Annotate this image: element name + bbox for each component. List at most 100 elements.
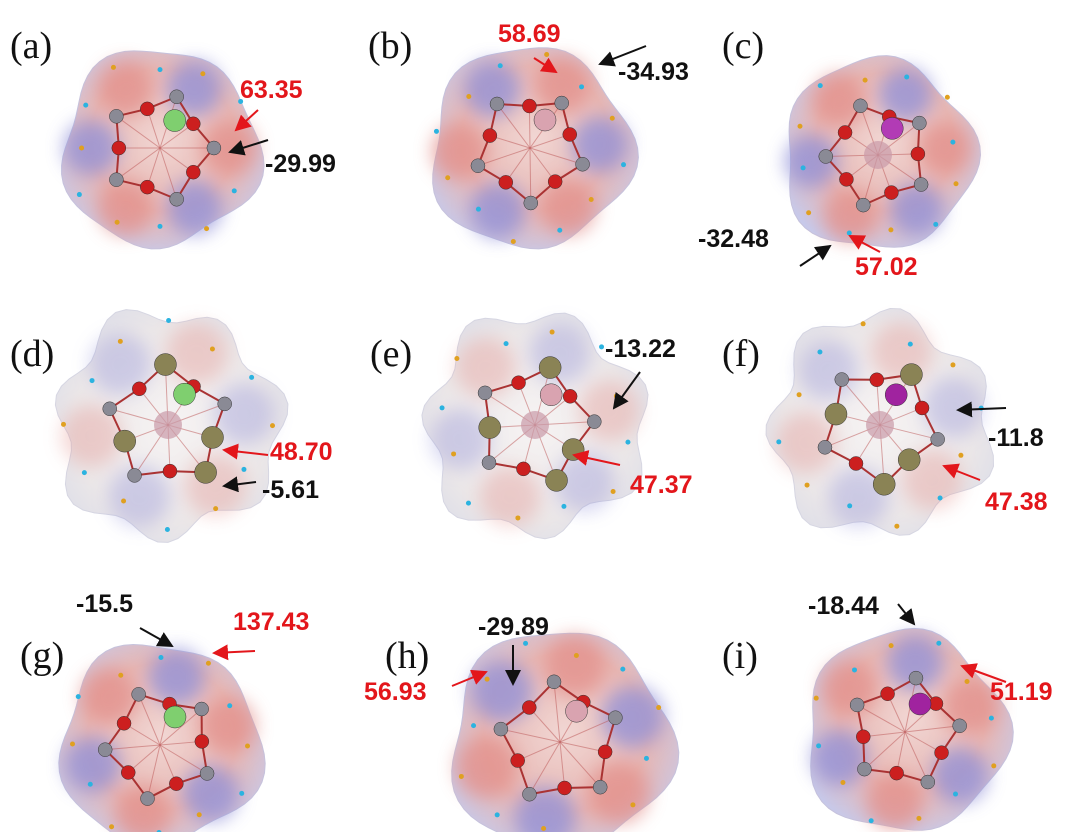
min-value: -29.89: [478, 613, 549, 641]
extremum-point: [466, 94, 471, 99]
extremum-point: [454, 356, 459, 361]
atom: [471, 159, 485, 173]
extremum-point: [515, 515, 520, 520]
shade: [579, 381, 639, 441]
core: [154, 411, 182, 439]
shade: [918, 122, 971, 175]
extremum-point: [797, 124, 802, 129]
atom: [499, 175, 513, 189]
panel-label: (i): [722, 635, 758, 677]
atom: [856, 730, 870, 744]
arrow: [214, 651, 255, 653]
panel: (b)58.69-34.93: [368, 20, 689, 249]
extremum-point: [459, 774, 464, 779]
extremum-point: [933, 222, 938, 227]
max-value: 47.38: [985, 488, 1048, 516]
extremum-point: [241, 467, 246, 472]
atom: [524, 196, 538, 210]
extremum-point: [495, 812, 500, 817]
atom: [98, 743, 112, 757]
atom: [186, 165, 200, 179]
extremum-point: [644, 756, 649, 761]
extremum-point: [574, 653, 579, 658]
panel-label: (h): [385, 635, 429, 677]
panel: (d)48.70-5.61: [10, 310, 333, 543]
extremum-point: [816, 743, 821, 748]
panel-label: (f): [722, 333, 760, 375]
atom: [479, 417, 501, 439]
atom: [121, 765, 135, 779]
extremum-point: [806, 210, 811, 215]
extremum-point: [200, 71, 205, 76]
atom: [850, 698, 864, 712]
panel-label: (c): [722, 25, 764, 67]
atom: [884, 186, 898, 200]
max-value: 47.37: [630, 471, 693, 499]
core: [521, 411, 549, 439]
extremum-point: [158, 655, 163, 660]
atom: [853, 99, 867, 113]
atom: [931, 432, 945, 446]
extremum-point: [599, 344, 604, 349]
extremum-point: [476, 207, 481, 212]
extremum-point: [121, 498, 126, 503]
max-value: 137.43: [233, 608, 309, 636]
extremum-point: [840, 780, 845, 785]
extremum-point: [589, 197, 594, 202]
atom: [117, 716, 131, 730]
extremum-point: [206, 661, 211, 666]
max-value: 48.70: [270, 438, 333, 466]
extremum-point: [861, 321, 866, 326]
extremum-point: [544, 52, 549, 57]
max-value: 58.69: [498, 20, 561, 48]
atom: [953, 719, 967, 733]
atom: [114, 430, 136, 452]
atom: [202, 426, 224, 448]
atom: [195, 461, 217, 483]
panel-label: (a): [10, 25, 52, 67]
arrow: [898, 604, 914, 624]
atom: [512, 376, 526, 390]
atom: [593, 780, 607, 794]
atom: [819, 149, 833, 163]
atom: [576, 157, 590, 171]
extremum-point: [61, 422, 66, 427]
extremum-point: [165, 527, 170, 532]
min-value: -18.44: [808, 592, 879, 620]
extremum-point: [249, 375, 254, 380]
atom: [838, 125, 852, 139]
extremum-point: [889, 643, 894, 648]
extremum-point: [950, 140, 955, 145]
extremum-point: [904, 74, 909, 79]
atom: [547, 675, 561, 689]
max-value: 57.02: [855, 253, 918, 281]
atom: [835, 373, 849, 387]
atom: [195, 702, 209, 716]
extremum-point: [232, 188, 237, 193]
extremum-point: [938, 495, 943, 500]
atom: [522, 700, 536, 714]
panel-label: (g): [20, 635, 64, 677]
panel-label: (d): [10, 333, 54, 375]
panel: (f)47.38-11.8: [722, 309, 1048, 536]
extremum-point: [227, 703, 232, 708]
extremum-point: [916, 816, 921, 821]
atom: [856, 198, 870, 212]
extremum-point: [805, 483, 810, 488]
atom: [900, 364, 922, 386]
extremum-point: [115, 220, 120, 225]
atom: [839, 172, 853, 186]
atom: [546, 469, 568, 491]
metal-atom: [885, 384, 907, 406]
atom: [555, 96, 569, 110]
extremum-point: [77, 192, 82, 197]
shade: [431, 409, 491, 469]
extremum-point: [953, 792, 958, 797]
arrow: [140, 628, 172, 646]
extremum-point: [471, 723, 476, 728]
atom: [109, 109, 123, 123]
extremum-point: [434, 129, 439, 134]
shade: [166, 323, 228, 385]
atom: [170, 192, 184, 206]
min-value: -13.22: [605, 335, 676, 363]
